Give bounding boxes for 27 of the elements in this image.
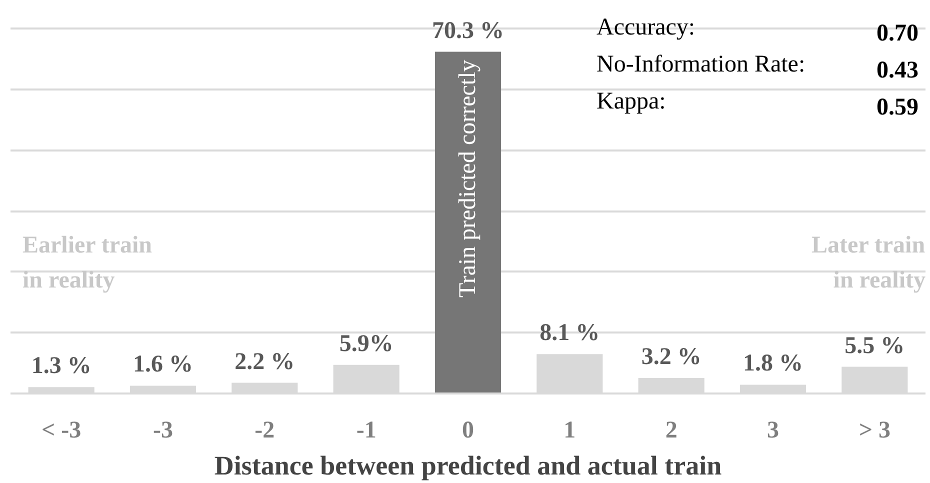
data-label: 5.9% [339,330,394,357]
bar [434,52,502,394]
data-label: 1.6 % [133,352,193,378]
annotation: 0.59 [876,94,918,120]
x-tick-label: 3 [767,418,779,444]
annotation: No-Information Rate: [596,52,806,78]
x-tick-label: 0 [462,418,474,444]
data-label: 1.3 % [31,353,92,380]
x-axis-title: Distance between predicted and actual train [214,450,722,480]
x-tick-label: 1 [564,418,576,444]
x-tick-label: 2 [665,418,678,444]
annotation: 0.43 [876,58,918,84]
data-label: 3.2 % [641,344,702,370]
data-label: 2.2 % [234,348,295,375]
x-tick-label: -2 [254,418,275,444]
data-label: 70.3 % [432,18,504,44]
text: Accuracy: [596,14,696,40]
data-label: 5.5 % [844,332,905,359]
data-label: 1.8 % [743,350,803,377]
x-tick-label: -3 [153,418,174,444]
x-tick-label: > 3 [858,418,891,444]
annotation: Kappa: [596,88,666,114]
x-tick-label: -1 [356,418,376,444]
text: 0.70 [876,20,918,46]
data-label: 8.1 % [540,320,600,346]
annotation: Train predicted correctly [455,60,481,298]
x-tick-label: < -3 [42,418,82,444]
